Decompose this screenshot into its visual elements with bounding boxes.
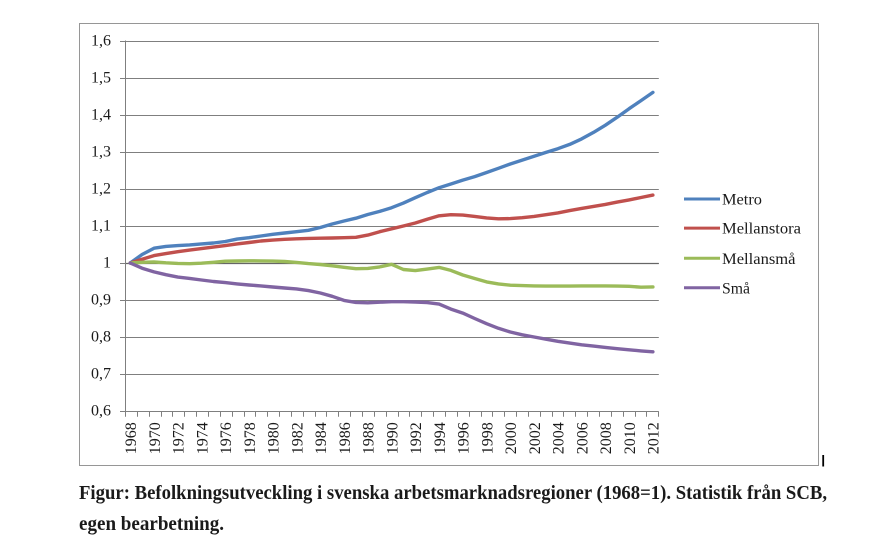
svg-text:1986: 1986 (337, 422, 354, 454)
svg-text:1,3: 1,3 (91, 144, 111, 161)
svg-text:1988: 1988 (361, 422, 378, 454)
svg-text:1980: 1980 (266, 422, 283, 454)
svg-text:0,8: 0,8 (91, 329, 111, 346)
svg-text:1976: 1976 (218, 422, 235, 454)
svg-text:0,6: 0,6 (91, 403, 111, 420)
svg-text:1,4: 1,4 (91, 107, 111, 124)
svg-text:Mellansmå: Mellansmå (722, 251, 796, 268)
svg-text:1984: 1984 (313, 422, 330, 454)
svg-text:Metro: Metro (722, 192, 762, 209)
svg-text:2012: 2012 (646, 422, 663, 454)
svg-text:1992: 1992 (408, 422, 425, 454)
svg-text:1,5: 1,5 (91, 70, 111, 87)
svg-text:1: 1 (103, 255, 111, 272)
svg-text:2006: 2006 (574, 422, 591, 454)
svg-text:1968: 1968 (123, 422, 140, 454)
svg-text:1970: 1970 (147, 422, 164, 454)
svg-text:1996: 1996 (456, 422, 473, 454)
svg-text:1994: 1994 (432, 422, 449, 454)
svg-text:1998: 1998 (479, 422, 496, 454)
svg-text:egen bearbetning.: egen bearbetning. (79, 513, 224, 535)
svg-text:1,1: 1,1 (91, 218, 111, 235)
svg-text:2010: 2010 (622, 422, 639, 454)
svg-text:1982: 1982 (289, 422, 306, 454)
svg-text:1,2: 1,2 (91, 181, 111, 198)
svg-text:0,7: 0,7 (91, 366, 111, 383)
svg-text:1,6: 1,6 (91, 33, 111, 50)
svg-text:Små: Små (722, 280, 750, 297)
svg-text:1990: 1990 (384, 422, 401, 454)
svg-text:Mellanstora: Mellanstora (722, 221, 801, 238)
svg-text:0,9: 0,9 (91, 292, 111, 309)
svg-text:1974: 1974 (194, 422, 211, 454)
svg-text:2008: 2008 (598, 422, 615, 454)
svg-text:2002: 2002 (527, 422, 544, 454)
svg-text:1972: 1972 (171, 422, 188, 454)
svg-text:1978: 1978 (242, 422, 259, 454)
svg-text:Figur: Befolkningsutveckling i: Figur: Befolkningsutveckling i svenska a… (79, 482, 827, 504)
svg-text:2004: 2004 (551, 422, 568, 454)
svg-text:2000: 2000 (503, 422, 520, 454)
